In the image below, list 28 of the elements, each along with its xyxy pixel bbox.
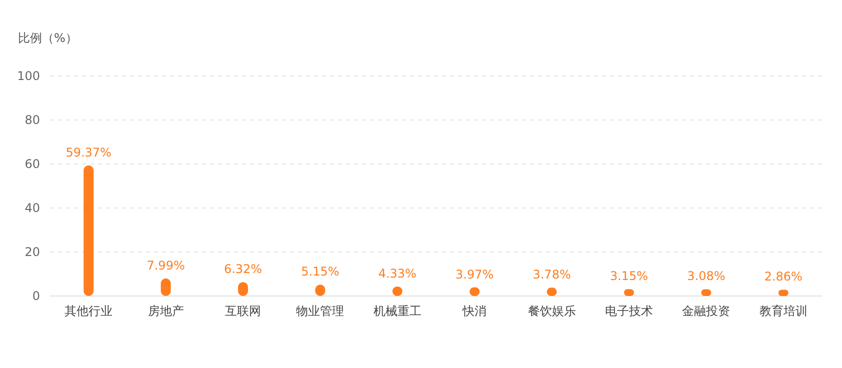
data-label: 3.08%	[687, 269, 726, 284]
data-label: 59.37%	[66, 145, 112, 160]
x-tick-label: 教育培训	[759, 304, 808, 318]
data-label: 4.33%	[378, 266, 416, 280]
bar	[84, 165, 94, 296]
data-label: 3.78%	[532, 268, 571, 282]
x-tick-label: 机械重工	[373, 304, 422, 318]
y-tick-label: 0	[32, 289, 40, 304]
x-tick-label: 其他行业	[64, 304, 113, 318]
y-tick-label: 100	[17, 69, 40, 84]
x-tick-label: 电子技术	[605, 304, 653, 318]
data-label: 5.15%	[301, 264, 340, 279]
x-tick-label: 快消	[462, 304, 487, 318]
x-tick-label: 房地产	[148, 304, 184, 318]
data-label: 3.97%	[456, 267, 494, 282]
x-tick-label: 餐饮娱乐	[528, 304, 576, 318]
y-tick-label: 20	[24, 245, 40, 260]
y-tick-label: 60	[24, 157, 40, 172]
y-tick-label: 80	[24, 113, 40, 128]
data-label: 6.32%	[224, 262, 262, 276]
x-tick-label: 金融投资	[682, 304, 730, 318]
y-axis-title: 比例（%）	[18, 31, 78, 45]
x-tick-label: 物业管理	[296, 304, 344, 318]
data-label: 7.99%	[146, 258, 185, 272]
x-tick-label: 互联网	[225, 304, 261, 318]
data-label: 3.15%	[610, 269, 648, 284]
data-label: 2.86%	[764, 270, 802, 284]
y-tick-label: 40	[24, 201, 40, 216]
